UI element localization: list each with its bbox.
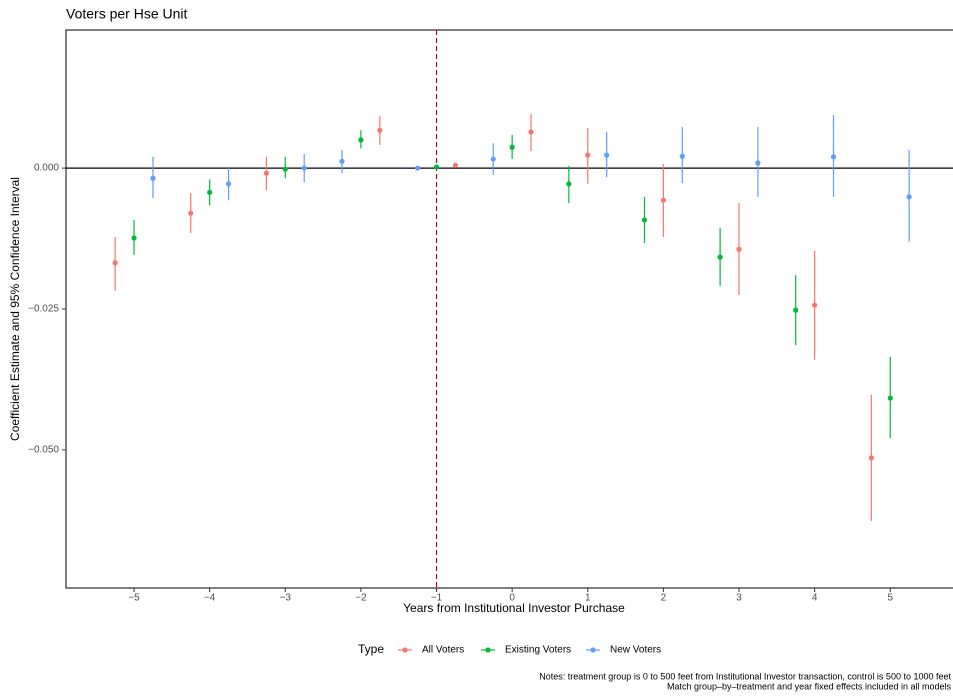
y-tick-label: −0.050 [28,445,59,456]
point [812,302,818,308]
x-tick-label: −4 [204,593,216,604]
point [755,160,761,166]
point [830,154,837,160]
point [490,156,496,162]
x-tick-label: −1 [431,593,443,604]
legend-key [402,647,408,653]
panel-border [65,29,953,589]
x-tick-label: 4 [812,593,818,604]
point [604,152,610,158]
point [150,175,156,181]
point [679,153,685,159]
point [207,189,213,195]
y-tick-label: −0.025 [28,304,59,315]
point [887,395,893,401]
point [282,166,288,172]
point [377,127,383,133]
y-tick-label: 0.000 [34,163,59,174]
point [225,181,232,187]
point [433,164,440,170]
x-tick-label: 1 [585,593,591,604]
point [339,158,345,164]
point [585,152,591,158]
point [793,307,799,313]
point [566,181,572,187]
point [906,194,912,200]
legend-key [590,647,596,653]
legend-title: Type [358,642,384,656]
point [736,246,742,252]
point [415,165,421,171]
point [112,260,118,266]
x-tick-label: −5 [128,593,140,604]
x-tick-label: −3 [280,593,292,604]
legend-key [485,647,491,653]
x-tick-label: 3 [736,593,742,604]
point [509,144,515,150]
point [528,129,534,135]
point [717,254,723,260]
point [868,455,874,461]
legend-label: All Voters [422,645,464,656]
note: Notes: treatment group is 0 to 500 feet … [539,671,951,681]
legend-label: Existing Voters [505,645,571,656]
point [452,162,459,168]
x-tick-label: 0 [509,593,515,604]
point [188,210,194,216]
point [641,217,648,223]
point [358,137,364,143]
x-tick-label: 2 [661,593,667,604]
legend-label: New Voters [610,645,661,656]
note: Match group–by–treatment and year fixed … [667,681,951,691]
point [263,170,269,176]
x-tick-label: 5 [887,593,893,604]
x-axis-title: Years from Institutional Investor Purcha… [403,601,625,615]
point [301,165,307,171]
x-tick-label: −2 [355,593,367,604]
point [131,235,137,241]
point [660,197,666,203]
y-axis-title: Coefficient Estimate and 95% Confidence … [8,177,22,441]
chart-title: Voters per Hse Unit [66,6,187,22]
